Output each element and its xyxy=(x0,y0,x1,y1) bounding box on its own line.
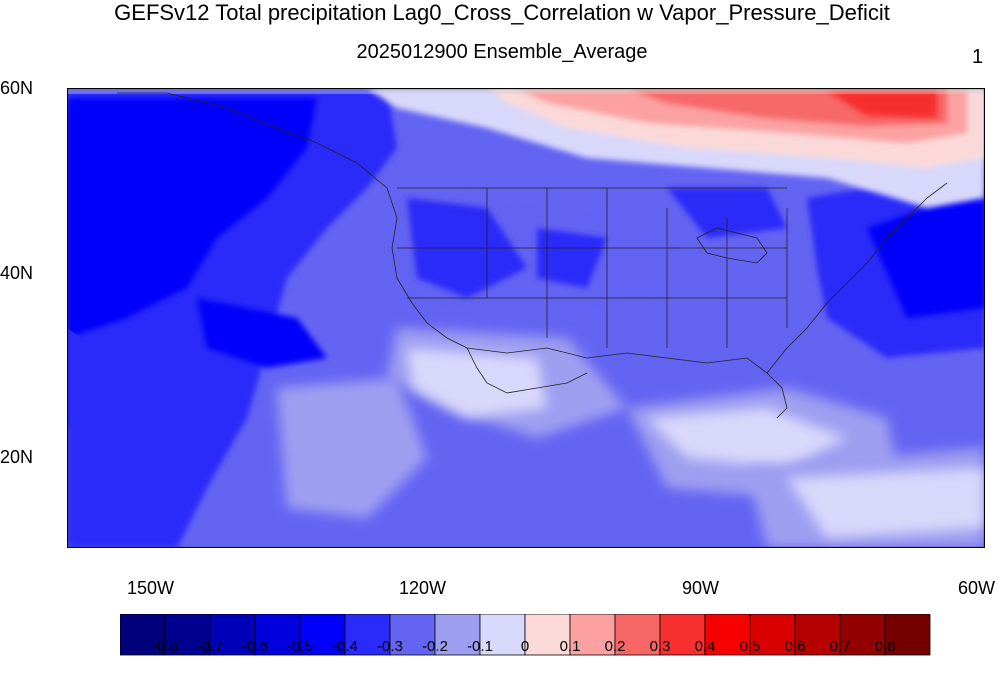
colorbar-tick-label: -0.2 xyxy=(422,638,448,655)
colorbar-swatch xyxy=(299,614,346,656)
lat-label-60n: 60N xyxy=(0,78,34,98)
colorbar-swatch xyxy=(569,614,616,656)
colorbar xyxy=(120,614,931,656)
lat-label-20n: 20N xyxy=(0,447,34,467)
plot-title: GEFSv12 Total precipitation Lag0_Cross_C… xyxy=(114,0,890,25)
colorbar-tick-label: 0.3 xyxy=(649,638,671,655)
colorbar-swatch xyxy=(164,614,211,656)
lon-label-120w: 120W xyxy=(399,578,447,598)
coastlines-and-borders xyxy=(117,92,948,419)
lon-label-150w: 150W xyxy=(127,578,175,598)
colorbar-swatch xyxy=(479,614,526,656)
lat-label-40n: 40N xyxy=(0,263,34,283)
colorbar-tick-label: 0.8 xyxy=(874,638,896,655)
colorbar-swatch xyxy=(389,614,436,656)
colorbar-swatch xyxy=(839,614,886,656)
colorbar-tick-label: 0.2 xyxy=(604,638,626,655)
panel-index-label: 1 xyxy=(972,46,984,68)
plot-subtitle: 2025012900 Ensemble_Average xyxy=(356,41,648,63)
canada-positive xyxy=(367,88,985,208)
colorbar-tick-label: 0.5 xyxy=(739,638,761,655)
colorbar-tick-label: 0.7 xyxy=(829,638,851,655)
moderate-negative-central xyxy=(277,328,985,548)
colorbar-tick-label: -0.5 xyxy=(287,638,313,655)
colorbar-tick-label: 0.4 xyxy=(694,638,716,655)
colorbar-swatch xyxy=(884,614,931,656)
lon-label-90w: 90W xyxy=(682,578,720,598)
colorbar-tick-label: 0.1 xyxy=(559,638,581,655)
colorbar-swatch xyxy=(614,614,661,656)
colorbar-tick-label: 0 xyxy=(520,638,530,655)
colorbar-swatch xyxy=(209,614,256,656)
lon-label-60w: 60W xyxy=(958,578,996,598)
colorbar-tick-label: 0.6 xyxy=(784,638,806,655)
colorbar-swatch xyxy=(794,614,841,656)
colorbar-swatch xyxy=(659,614,706,656)
colorbar-tick-label: -0.7 xyxy=(197,638,223,655)
negative-atlantic xyxy=(667,168,985,358)
correlation-map xyxy=(67,88,985,548)
colorbar-swatch xyxy=(749,614,796,656)
colorbar-swatch xyxy=(524,614,571,656)
colorbar-swatch xyxy=(120,614,166,656)
colorbar-tick-label: -0.1 xyxy=(467,638,493,655)
colorbar-tick-label: -0.3 xyxy=(377,638,403,655)
colorbar-tick-label: -0.8 xyxy=(152,638,178,655)
strong-negative-pacific xyxy=(67,88,397,548)
colorbar-tick-label: -0.6 xyxy=(242,638,268,655)
colorbar-tick-label: -0.4 xyxy=(332,638,358,655)
